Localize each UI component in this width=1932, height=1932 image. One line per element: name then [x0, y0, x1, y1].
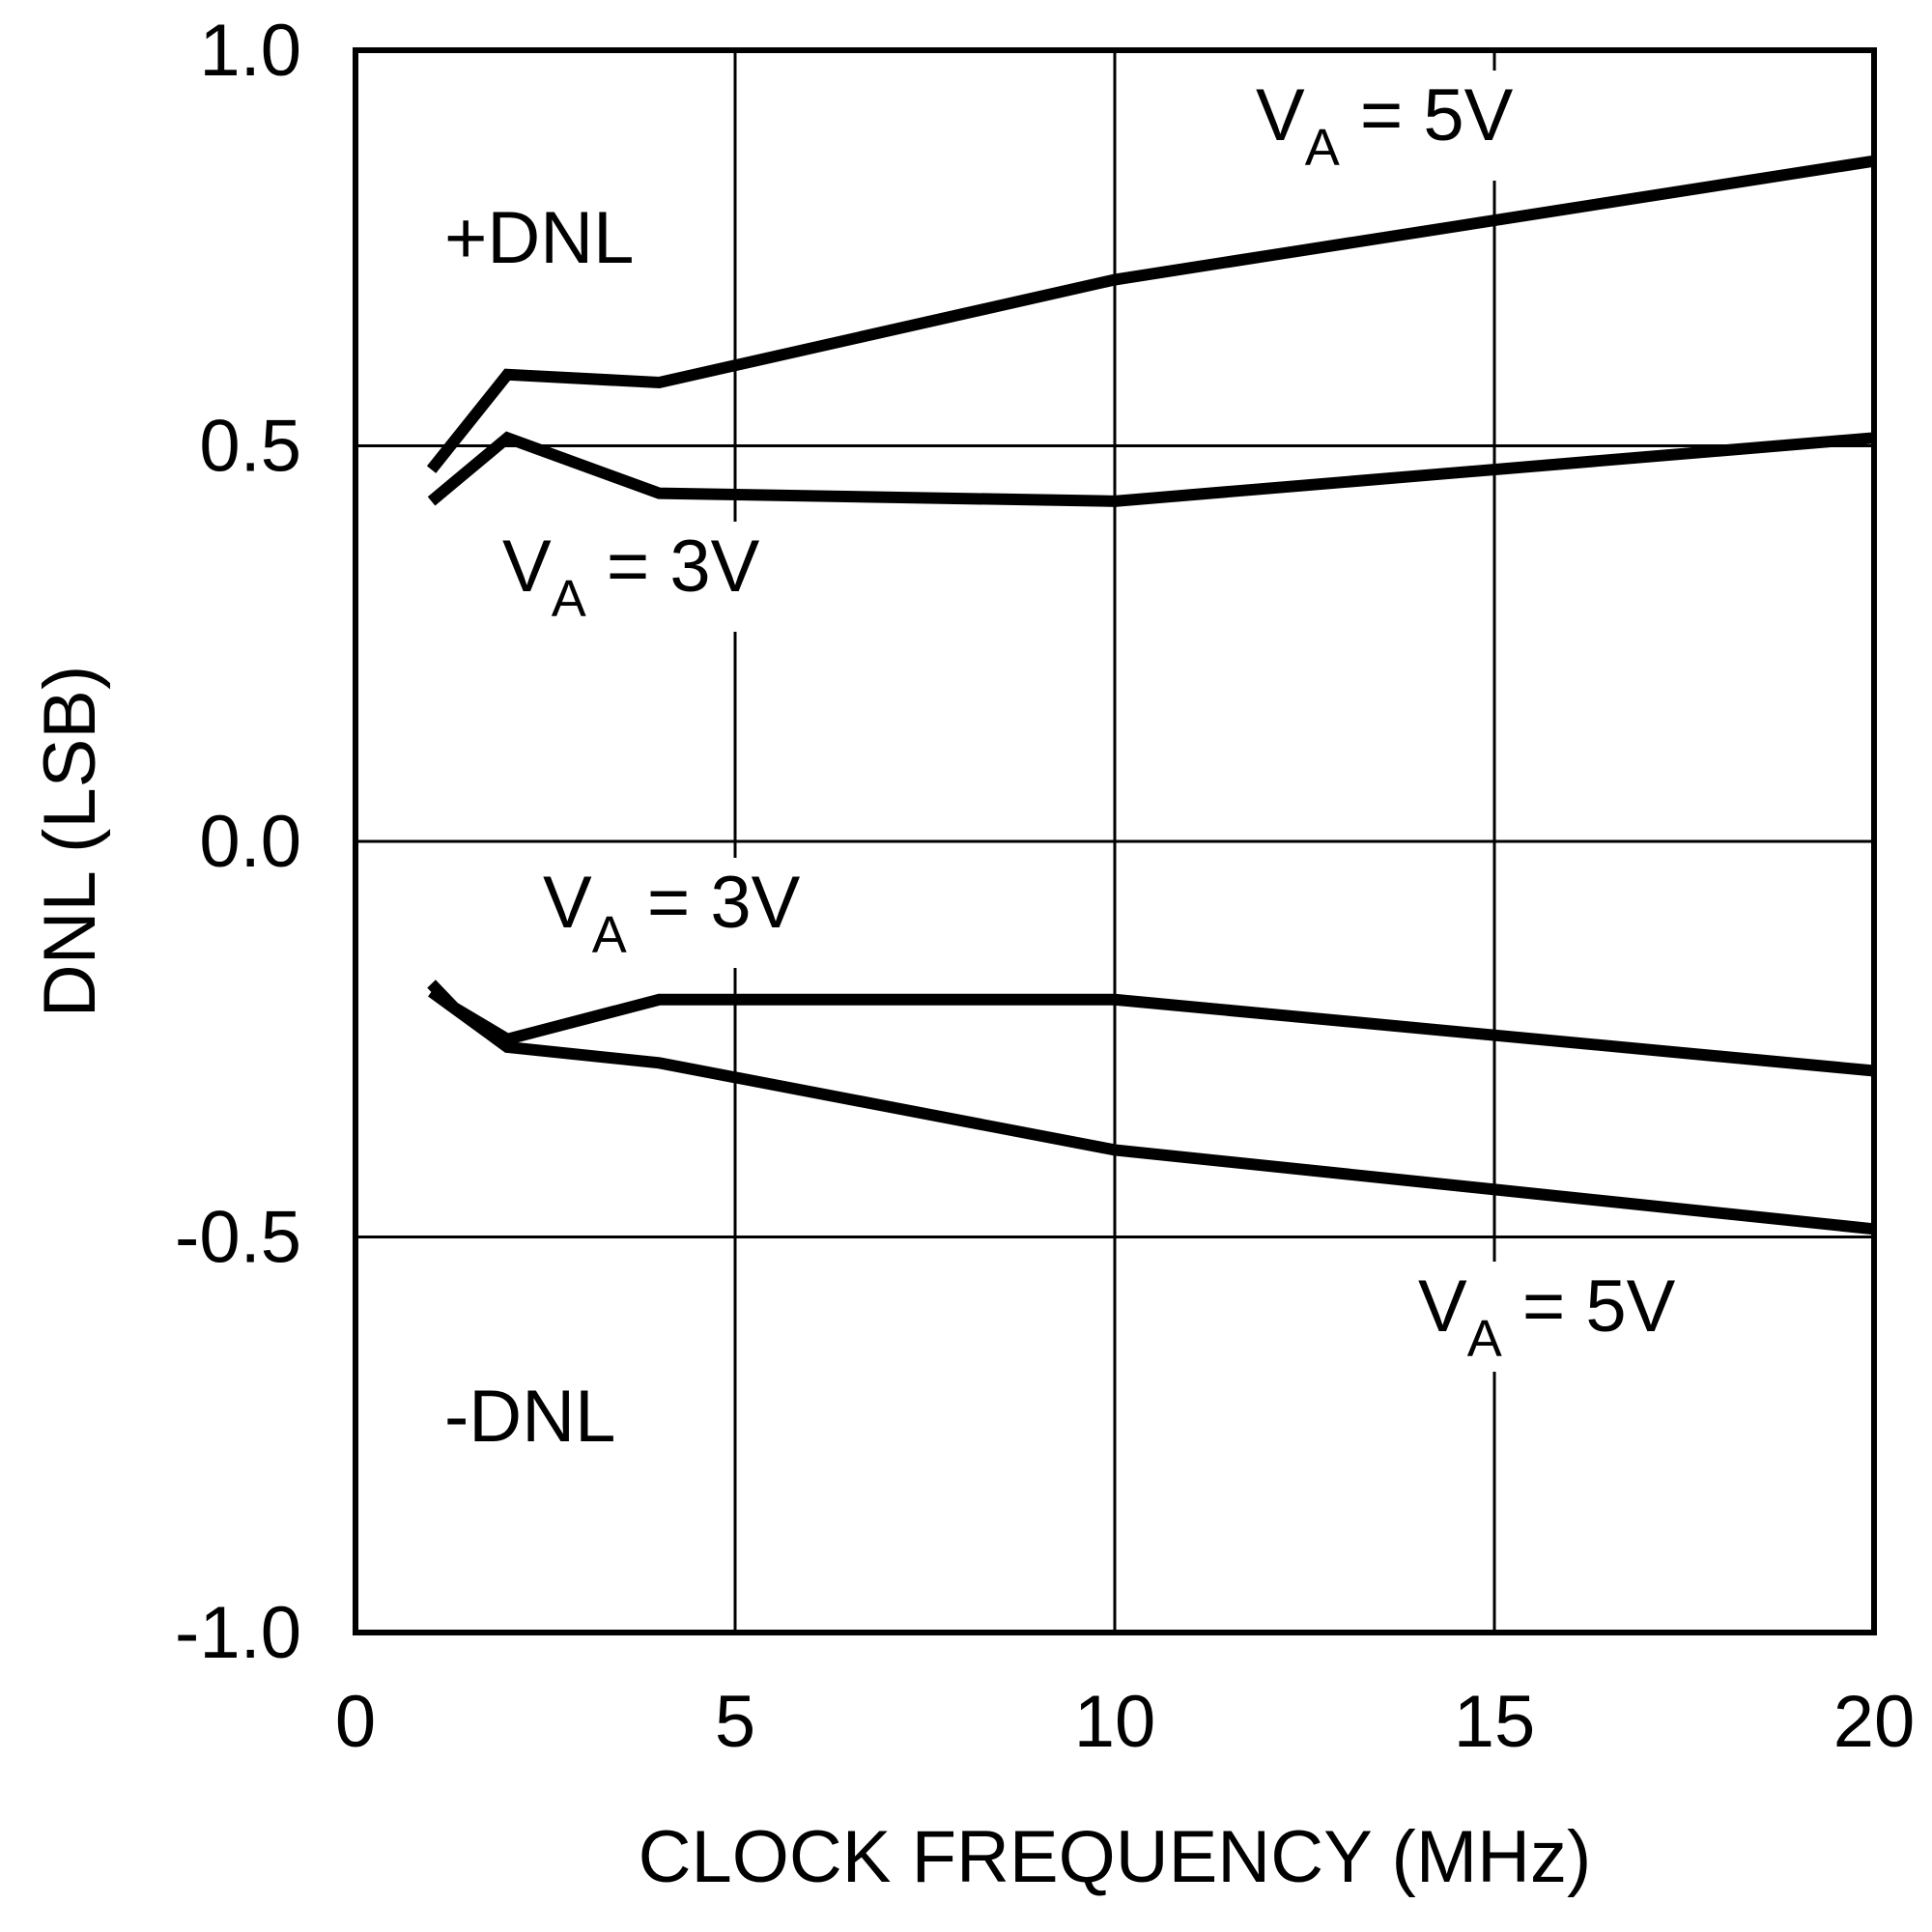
- annotation-bg: [537, 858, 807, 968]
- y-tick-label: 0.5: [199, 406, 301, 488]
- annotation-text: VA = 5V: [1256, 74, 1514, 177]
- annotation-va5-top: VA = 5V: [1250, 71, 1520, 181]
- annotation-text: +DNL: [444, 197, 634, 279]
- x-axis-label: CLOCK FREQUENCY (MHz): [639, 1816, 1592, 1898]
- annotation-bg: [439, 193, 640, 283]
- annotation-bg: [1250, 71, 1520, 181]
- x-tick-label: 15: [1454, 1681, 1536, 1763]
- x-tick-label: 0: [335, 1681, 376, 1763]
- annotation-bg: [439, 1372, 622, 1462]
- y-tick-label: 1.0: [199, 10, 301, 92]
- series-lines: [426, 155, 1875, 1236]
- y-tick-label: -0.5: [175, 1197, 301, 1279]
- annotation-text: VA = 5V: [1418, 1265, 1676, 1368]
- annotation-va3-top: VA = 3V: [497, 522, 766, 632]
- grid-lines: [355, 50, 1874, 1633]
- annotation-text: -DNL: [444, 1376, 615, 1458]
- y-tick-label: 0.0: [199, 801, 301, 883]
- x-tick-label: 5: [715, 1681, 755, 1763]
- y-axis-label: DNL (LSB): [29, 666, 111, 1018]
- annotation-bg: [497, 522, 766, 632]
- annotations: +DNL -DNL VA = 5V VA = 3V VA = 3V VA = 5V: [439, 71, 1682, 1462]
- plot-frame: [353, 47, 1877, 1635]
- series-line: [426, 155, 1875, 473]
- annotation-va3-bottom: VA = 3V: [537, 858, 807, 968]
- annotation-text: VA = 3V: [502, 526, 760, 628]
- annotation-va5-bottom: VA = 5V: [1412, 1262, 1682, 1372]
- annotation-text: VA = 3V: [543, 862, 801, 964]
- x-tick-label: 20: [1833, 1681, 1916, 1763]
- annotation-bg: [1412, 1262, 1682, 1372]
- series-line: [427, 431, 1875, 507]
- tick-labels: 0 5 10 15 20 1.0 0.5 0.0 -0.5 -1.0: [175, 10, 1915, 1763]
- annotation-pos-dnl: +DNL: [439, 193, 640, 283]
- y-tick-label: -1.0: [175, 1592, 301, 1674]
- x-tick-label: 10: [1074, 1681, 1156, 1763]
- series-line: [428, 986, 1875, 1236]
- annotation-neg-dnl: -DNL: [439, 1372, 622, 1462]
